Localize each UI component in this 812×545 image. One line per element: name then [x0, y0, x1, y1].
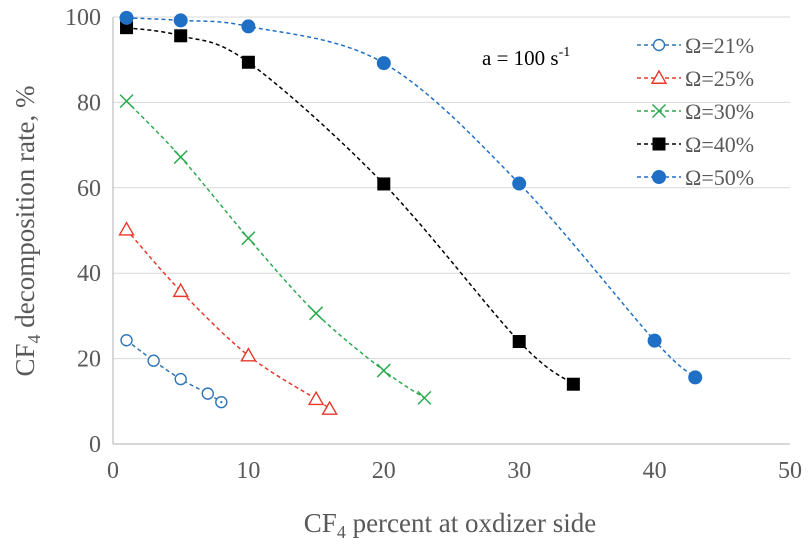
x-tick-label: 40 — [643, 458, 667, 484]
data-point — [417, 390, 432, 405]
series-line — [126, 100, 425, 399]
legend-label: Ω=40% — [685, 132, 754, 157]
x-tick-label: 50 — [778, 458, 802, 484]
data-point — [120, 334, 133, 347]
legend-marker — [652, 137, 666, 151]
legend-marker — [652, 38, 666, 52]
data-point — [241, 231, 256, 246]
series-4 — [120, 21, 580, 391]
x-marker-stroke — [309, 306, 324, 321]
data-point — [512, 176, 527, 191]
x-tick-label: 10 — [236, 458, 260, 484]
data-point — [376, 363, 391, 378]
x-marker-stroke — [119, 94, 134, 109]
y-tick-label: 40 — [77, 261, 101, 287]
annotation-strain-rate: a = 100 s-1 — [482, 45, 570, 70]
data-point — [118, 221, 135, 236]
data-point — [647, 333, 662, 348]
axes — [112, 17, 790, 445]
x-marker-stroke — [417, 390, 432, 405]
data-point — [172, 282, 189, 298]
legend-entry: Ω=50% — [637, 165, 754, 190]
x-marker-stroke — [376, 363, 391, 378]
data-point — [566, 377, 580, 391]
legend-entry: Ω=30% — [637, 99, 754, 124]
legend-label: Ω=50% — [685, 165, 754, 190]
plot-area — [118, 10, 703, 415]
data-point — [173, 13, 188, 28]
x-marker-stroke — [651, 103, 667, 119]
legend-entry: Ω=40% — [637, 132, 754, 157]
data-point — [119, 10, 134, 25]
data-point — [309, 306, 324, 321]
y-axis-title: CF4 decomposition rate, % — [10, 86, 44, 377]
x-marker-stroke — [241, 231, 256, 246]
y-tick-label: 80 — [77, 90, 101, 116]
legend-marker — [652, 170, 666, 184]
data-point — [173, 150, 188, 165]
series-line — [125, 229, 331, 410]
series-2 — [118, 221, 338, 415]
data-point — [147, 354, 160, 367]
data-point — [240, 347, 257, 362]
legend-entry: Ω=25% — [637, 66, 754, 91]
x-axis-title: CF4 percent at oxdizer side — [304, 508, 596, 542]
data-point — [120, 21, 134, 35]
legend-marker — [651, 103, 667, 119]
series-3 — [119, 94, 432, 405]
data-point — [377, 177, 391, 191]
y-tick-label: 60 — [77, 176, 101, 202]
data-point — [119, 94, 134, 109]
tick-labels: 0 10 20 30 40 50 0 20 40 60 80 100 — [65, 5, 802, 484]
legend-label: Ω=21% — [685, 33, 754, 58]
series-5 — [119, 10, 703, 385]
legend-entry: Ω=21% — [637, 33, 754, 58]
x-tick-label: 30 — [507, 458, 531, 484]
data-point — [174, 372, 187, 386]
data-point — [241, 19, 256, 34]
x-marker-stroke — [173, 150, 188, 165]
data-point — [688, 370, 703, 385]
series-line — [126, 17, 696, 378]
legend-label: Ω=30% — [685, 99, 754, 124]
data-point — [201, 387, 214, 400]
legend-marker — [650, 69, 668, 84]
y-tick-label: 0 — [89, 432, 101, 458]
legend-label: Ω=25% — [685, 66, 754, 91]
data-point — [512, 335, 526, 349]
data-point — [174, 29, 188, 43]
series-1 — [120, 334, 228, 409]
gridlines — [113, 16, 790, 360]
data-point — [241, 55, 255, 69]
x-tick-label: 20 — [372, 458, 396, 484]
x-tick-label: 0 — [107, 458, 119, 484]
legend: Ω=21% Ω=25% Ω=30% Ω=40% Ω=50% — [637, 33, 754, 190]
data-point — [307, 390, 325, 406]
data-point — [321, 400, 338, 415]
data-point-center — [220, 400, 223, 404]
series-line — [126, 26, 574, 385]
y-tick-label: 20 — [77, 347, 101, 373]
data-point — [376, 56, 391, 71]
y-tick-label: 100 — [65, 5, 101, 31]
